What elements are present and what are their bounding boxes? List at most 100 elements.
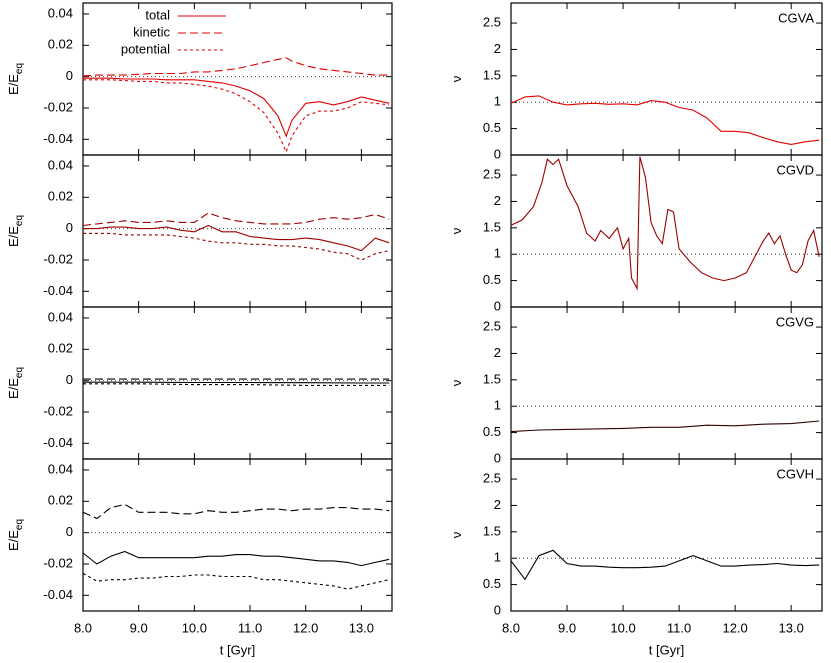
x-axis-label: t [Gyr] [649, 642, 684, 657]
x-tick-label: 13.0 [779, 620, 804, 635]
y-axis-label-sub: eq [14, 367, 25, 378]
data-line [510, 549, 820, 581]
y-axis-label: ν [449, 380, 464, 387]
y-tick-label: 1.5 [483, 371, 501, 386]
data-line [83, 383, 390, 386]
y-axis-label: E/Eeq [6, 63, 24, 95]
plot-frame [510, 154, 823, 308]
y-axis-label: E/Eeq [6, 367, 24, 399]
x-tick-label: 11.0 [667, 620, 691, 635]
y-axis-label-text: ν [449, 380, 464, 387]
y-tick-label: 2 [494, 41, 501, 56]
y-tick-label: 0.5 [483, 272, 501, 287]
y-axis-label-text: E/E [6, 226, 21, 247]
y-tick-label: 0 [66, 524, 73, 539]
y-tick-label: 0 [494, 450, 501, 465]
panel: 0.04 0.02 0 -0.02 -0.04 E/Eeq [6, 154, 393, 308]
y-tick-label: 2.5 [483, 14, 501, 29]
y-axis-label-sub: eq [14, 215, 25, 226]
y-tick-label: -0.02 [43, 99, 73, 114]
data-line [82, 503, 390, 520]
panel: 0 0.5 1 1.5 2 2.5 CGVD ν [449, 154, 823, 313]
data-line [510, 156, 820, 291]
x-tick-label: 12.0 [722, 620, 747, 635]
panel: 0.04 0.02 0 -0.02 -0.04 E/Eeq total kinetic pote… [6, 2, 393, 156]
y-tick-label: 1 [494, 246, 501, 261]
y-tick-label: -0.04 [43, 131, 73, 146]
y-tick-label: 0.02 [48, 37, 73, 52]
y-tick-label: -0.02 [43, 555, 73, 570]
x-tick-label: 13.0 [349, 620, 374, 635]
data-line [82, 550, 390, 567]
y-tick-label: 0 [66, 68, 73, 83]
y-axis-label-sub: eq [14, 63, 25, 74]
plot-frame [510, 458, 823, 612]
y-tick-label: 2.5 [483, 318, 501, 333]
data-line [510, 95, 820, 145]
y-tick-label: 1 [494, 398, 501, 413]
y-tick-label: -0.04 [43, 435, 73, 450]
y-axis-label: ν [449, 228, 464, 235]
panel-label: CGVD [776, 162, 814, 177]
panel: 0 0.5 1 1.5 2 2.5 CGVG ν [449, 306, 823, 465]
y-axis-label: ν [449, 532, 464, 539]
y-axis-label: E/Eeq [6, 519, 24, 551]
y-axis-label-sub: eq [14, 519, 25, 530]
x-tick-label: 8.0 [74, 620, 92, 635]
panel-label: CGVA [778, 10, 814, 25]
panel: 0.04 0.02 0 -0.02 -0.04 E/Eeq [6, 306, 393, 460]
y-tick-label: 0.02 [48, 493, 73, 508]
panel: 0 0.5 1 1.5 2 2.5 8.0 9.0 10.0 11.0 12.0 13.0 CGVH ν t… [449, 458, 823, 657]
data-line [83, 77, 390, 138]
x-tick-label: 10.0 [610, 620, 635, 635]
y-tick-label: 1.5 [483, 523, 501, 538]
y-tick-label: -0.04 [43, 587, 73, 602]
x-tick-label: 9.0 [558, 620, 576, 635]
y-tick-label: 0 [66, 220, 73, 235]
y-tick-label: -0.02 [43, 403, 73, 418]
y-tick-label: 2.5 [483, 166, 501, 181]
plot-frame [510, 2, 823, 156]
y-axis-label-text: ν [449, 532, 464, 539]
x-tick-label: 8.0 [502, 620, 520, 635]
y-tick-label: 0.04 [48, 5, 73, 20]
x-tick-label: 10.0 [182, 620, 207, 635]
y-tick-label: 0.02 [48, 341, 73, 356]
y-tick-label: -0.04 [43, 283, 73, 298]
data-line [82, 212, 390, 227]
y-axis-label-text: ν [449, 76, 464, 83]
data-line [83, 381, 390, 384]
y-tick-label: 0 [66, 372, 73, 387]
data-line [510, 420, 820, 433]
y-tick-label: 0 [494, 146, 501, 161]
y-axis-label: E/Eeq [6, 215, 24, 247]
y-tick-label: 2 [494, 497, 501, 512]
data-line [83, 224, 390, 252]
y-tick-label: -0.02 [43, 251, 73, 266]
y-tick-label: 1.5 [483, 67, 501, 82]
y-tick-label: 0.5 [483, 120, 501, 135]
x-tick-label: 9.0 [130, 620, 148, 635]
y-tick-label: 1 [494, 550, 501, 565]
x-axis-label: t [Gyr] [220, 642, 255, 657]
y-tick-label: 2.5 [483, 470, 501, 485]
legend-label: kinetic [133, 24, 170, 39]
y-tick-label: 0.5 [483, 576, 501, 591]
panel: 0 0.5 1 1.5 2 2.5 CGVA ν [449, 2, 823, 161]
data-line [83, 79, 390, 154]
y-tick-label: 0.04 [48, 157, 73, 172]
y-tick-label: 0.04 [48, 309, 73, 324]
legend-label: potential [121, 41, 170, 56]
panel-label: CGVH [776, 466, 814, 481]
y-axis-label-text: E/E [6, 74, 21, 95]
y-tick-label: 0.04 [48, 461, 73, 476]
y-axis-label-text: E/E [6, 378, 21, 399]
y-tick-label: 1.5 [483, 219, 501, 234]
y-tick-label: 0 [494, 602, 501, 617]
y-tick-label: 0 [494, 298, 501, 313]
x-tick-label: 11.0 [238, 620, 262, 635]
plot-frame [82, 458, 393, 612]
y-axis-label-text: ν [449, 228, 464, 235]
y-tick-label: 1 [494, 94, 501, 109]
